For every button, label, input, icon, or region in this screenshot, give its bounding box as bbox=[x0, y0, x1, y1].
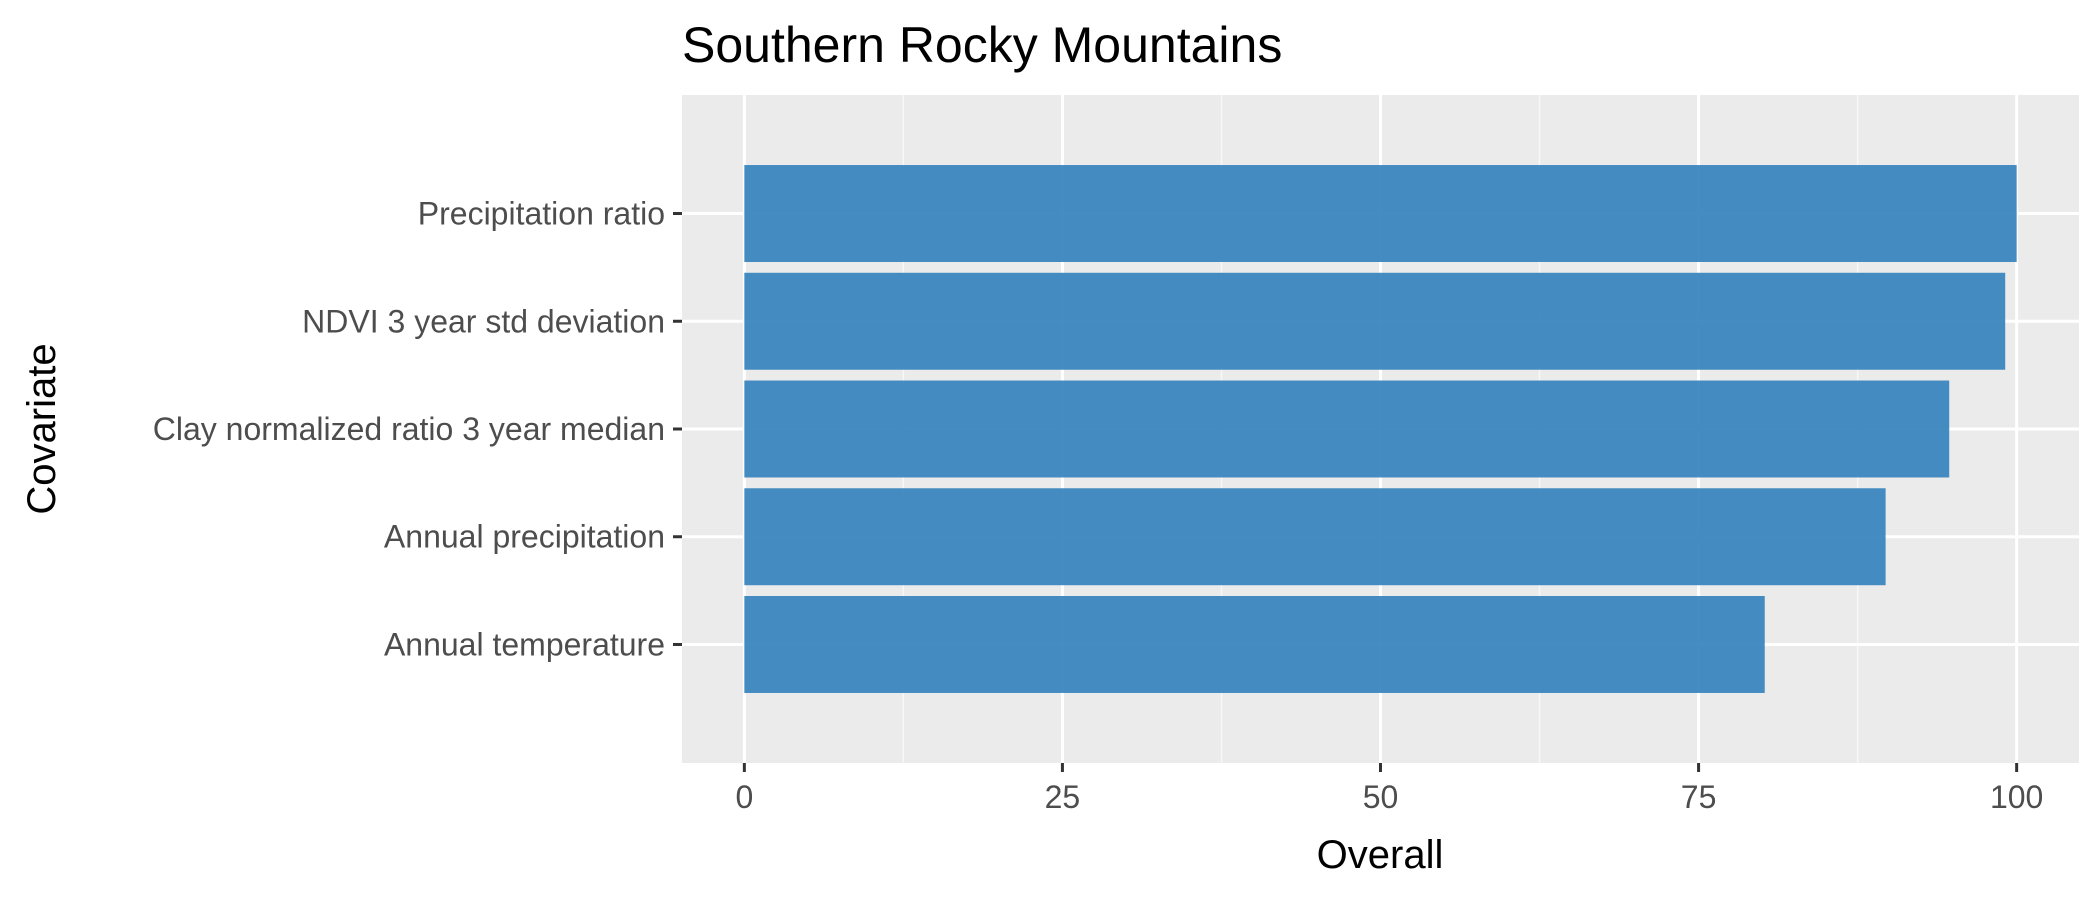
y-tick-label: Clay normalized ratio 3 year median bbox=[153, 411, 665, 447]
x-axis-title: Overall bbox=[1317, 833, 1444, 877]
bar bbox=[744, 272, 2006, 370]
x-tick-label: 50 bbox=[1363, 779, 1399, 815]
x-tick-label: 100 bbox=[1990, 779, 2043, 815]
bar bbox=[744, 596, 1765, 693]
y-axis: Precipitation ratio NDVI 3 year std devia… bbox=[153, 196, 682, 662]
bars bbox=[744, 165, 2017, 693]
bar bbox=[744, 165, 2017, 262]
y-axis-title: Covariate bbox=[20, 343, 64, 514]
bar bbox=[744, 380, 1950, 478]
x-tick-label: 25 bbox=[1045, 779, 1081, 815]
bar bbox=[744, 488, 1886, 586]
y-tick-label: Precipitation ratio bbox=[418, 196, 665, 232]
y-tick-label: NDVI 3 year std deviation bbox=[302, 303, 665, 339]
x-axis: 0 25 50 75 100 bbox=[735, 763, 2043, 815]
x-tick-label: 75 bbox=[1681, 779, 1717, 815]
chart-title: Southern Rocky Mountains bbox=[682, 17, 1282, 73]
y-tick-label: Annual temperature bbox=[384, 626, 665, 662]
x-tick-label: 0 bbox=[735, 779, 753, 815]
y-tick-label: Annual precipitation bbox=[384, 519, 665, 555]
